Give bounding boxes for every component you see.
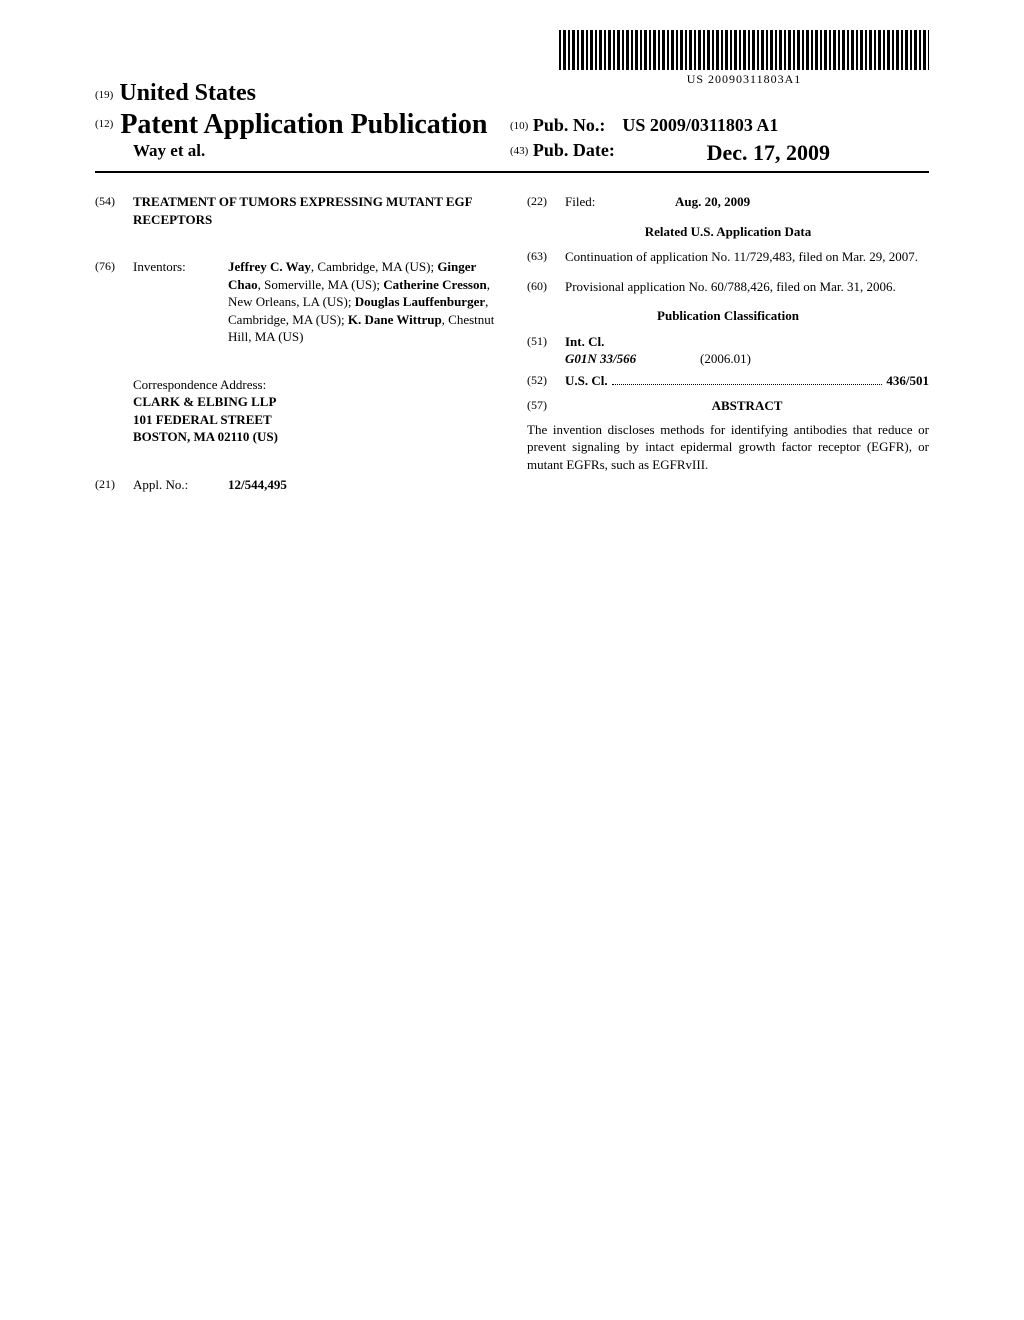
left-column: (54) TREATMENT OF TUMORS EXPRESSING MUTA… — [95, 193, 497, 506]
inventor-name: Catherine Cresson — [383, 277, 486, 292]
doc-type: Patent Application Publication — [120, 109, 487, 140]
prefix-63: (63) — [527, 248, 565, 266]
us-cl-label: U.S. Cl. — [565, 372, 608, 390]
inventors-label: Inventors: — [133, 258, 228, 346]
appl-no-row: (21) Appl. No.: 12/544,495 — [95, 476, 497, 494]
filed-label: Filed: — [565, 193, 625, 211]
prefix-22: (22) — [527, 193, 565, 211]
invention-title: TREATMENT OF TUMORS EXPRESSING MUTANT EG… — [133, 193, 497, 228]
provisional-text: Provisional application No. 60/788,426, … — [565, 278, 929, 296]
patent-page: US 20090311803A1 (19) United States (12)… — [0, 0, 1024, 1320]
corr-name: CLARK & ELBING LLP — [133, 393, 497, 411]
prefix-57: (57) — [527, 397, 565, 415]
inventor-loc: , Somerville, MA (US); — [258, 277, 384, 292]
pub-date-value: Dec. 17, 2009 — [707, 140, 830, 166]
filed-row: (22) Filed: Aug. 20, 2009 — [527, 193, 929, 211]
int-cl-year: (2006.01) — [700, 350, 751, 368]
inventor-name: Jeffrey C. Way — [228, 259, 311, 274]
pub-no-line: (10) Pub. No.: US 2009/0311803 A1 — [510, 115, 830, 136]
abstract-text: The invention discloses methods for iden… — [527, 421, 929, 474]
inventors-list: Jeffrey C. Way, Cambridge, MA (US); Ging… — [228, 258, 497, 346]
barcode-block: US 20090311803A1 — [559, 30, 929, 87]
pub-date-line: (43) Pub. Date: Dec. 17, 2009 — [510, 140, 830, 161]
appl-no-label: Appl. No.: — [133, 476, 228, 494]
pub-no-label: Pub. No.: — [533, 115, 606, 135]
prefix-51: (51) — [527, 333, 565, 368]
inventor-name: Douglas Lauffenburger — [355, 294, 485, 309]
int-cl-code: G01N 33/566 — [565, 350, 700, 368]
pub-date-label: Pub. Date: — [533, 140, 615, 160]
continuation-row: (63) Continuation of application No. 11/… — [527, 248, 929, 266]
abstract-label: ABSTRACT — [565, 397, 929, 415]
barcode-image — [559, 30, 929, 70]
filed-date: Aug. 20, 2009 — [675, 193, 929, 211]
right-column: (22) Filed: Aug. 20, 2009 Related U.S. A… — [527, 193, 929, 506]
provisional-row: (60) Provisional application No. 60/788,… — [527, 278, 929, 296]
prefix-43: (43) — [510, 145, 528, 157]
pub-class-title: Publication Classification — [527, 307, 929, 325]
pub-no-value: US 2009/0311803 A1 — [622, 115, 778, 135]
appl-no-value: 12/544,495 — [228, 476, 497, 494]
abstract-header-row: (57) ABSTRACT — [527, 397, 929, 415]
prefix-21: (21) — [95, 476, 133, 494]
prefix-54: (54) — [95, 193, 133, 228]
prefix-10: (10) — [510, 120, 528, 132]
inventor-loc: , Cambridge, MA (US); — [311, 259, 437, 274]
barcode-text: US 20090311803A1 — [559, 72, 929, 87]
int-cl-label: Int. Cl. — [565, 333, 929, 351]
corr-label: Correspondence Address: — [133, 376, 497, 394]
us-cl-value: 436/501 — [886, 372, 929, 390]
correspondence-block: Correspondence Address: CLARK & ELBING L… — [133, 376, 497, 446]
header-right: (10) Pub. No.: US 2009/0311803 A1 (43) P… — [510, 115, 830, 166]
continuation-text: Continuation of application No. 11/729,4… — [565, 248, 929, 266]
prefix-19: (19) — [95, 89, 113, 101]
country: United States — [119, 80, 256, 106]
prefix-52: (52) — [527, 372, 565, 390]
us-cl-row: (52) U.S. Cl. 436/501 — [527, 372, 929, 390]
prefix-60: (60) — [527, 278, 565, 296]
dotted-leader — [612, 383, 883, 385]
prefix-12: (12) — [95, 118, 113, 130]
title-row: (54) TREATMENT OF TUMORS EXPRESSING MUTA… — [95, 193, 497, 228]
divider-rule — [95, 171, 929, 173]
prefix-76: (76) — [95, 258, 133, 346]
int-cl-row: (51) Int. Cl. G01N 33/566 (2006.01) — [527, 333, 929, 368]
related-title: Related U.S. Application Data — [527, 223, 929, 241]
body-columns: (54) TREATMENT OF TUMORS EXPRESSING MUTA… — [95, 193, 929, 506]
corr-street: 101 FEDERAL STREET — [133, 411, 497, 429]
inventors-row: (76) Inventors: Jeffrey C. Way, Cambridg… — [95, 258, 497, 346]
inventor-name: K. Dane Wittrup — [348, 312, 442, 327]
corr-city: BOSTON, MA 02110 (US) — [133, 428, 497, 446]
